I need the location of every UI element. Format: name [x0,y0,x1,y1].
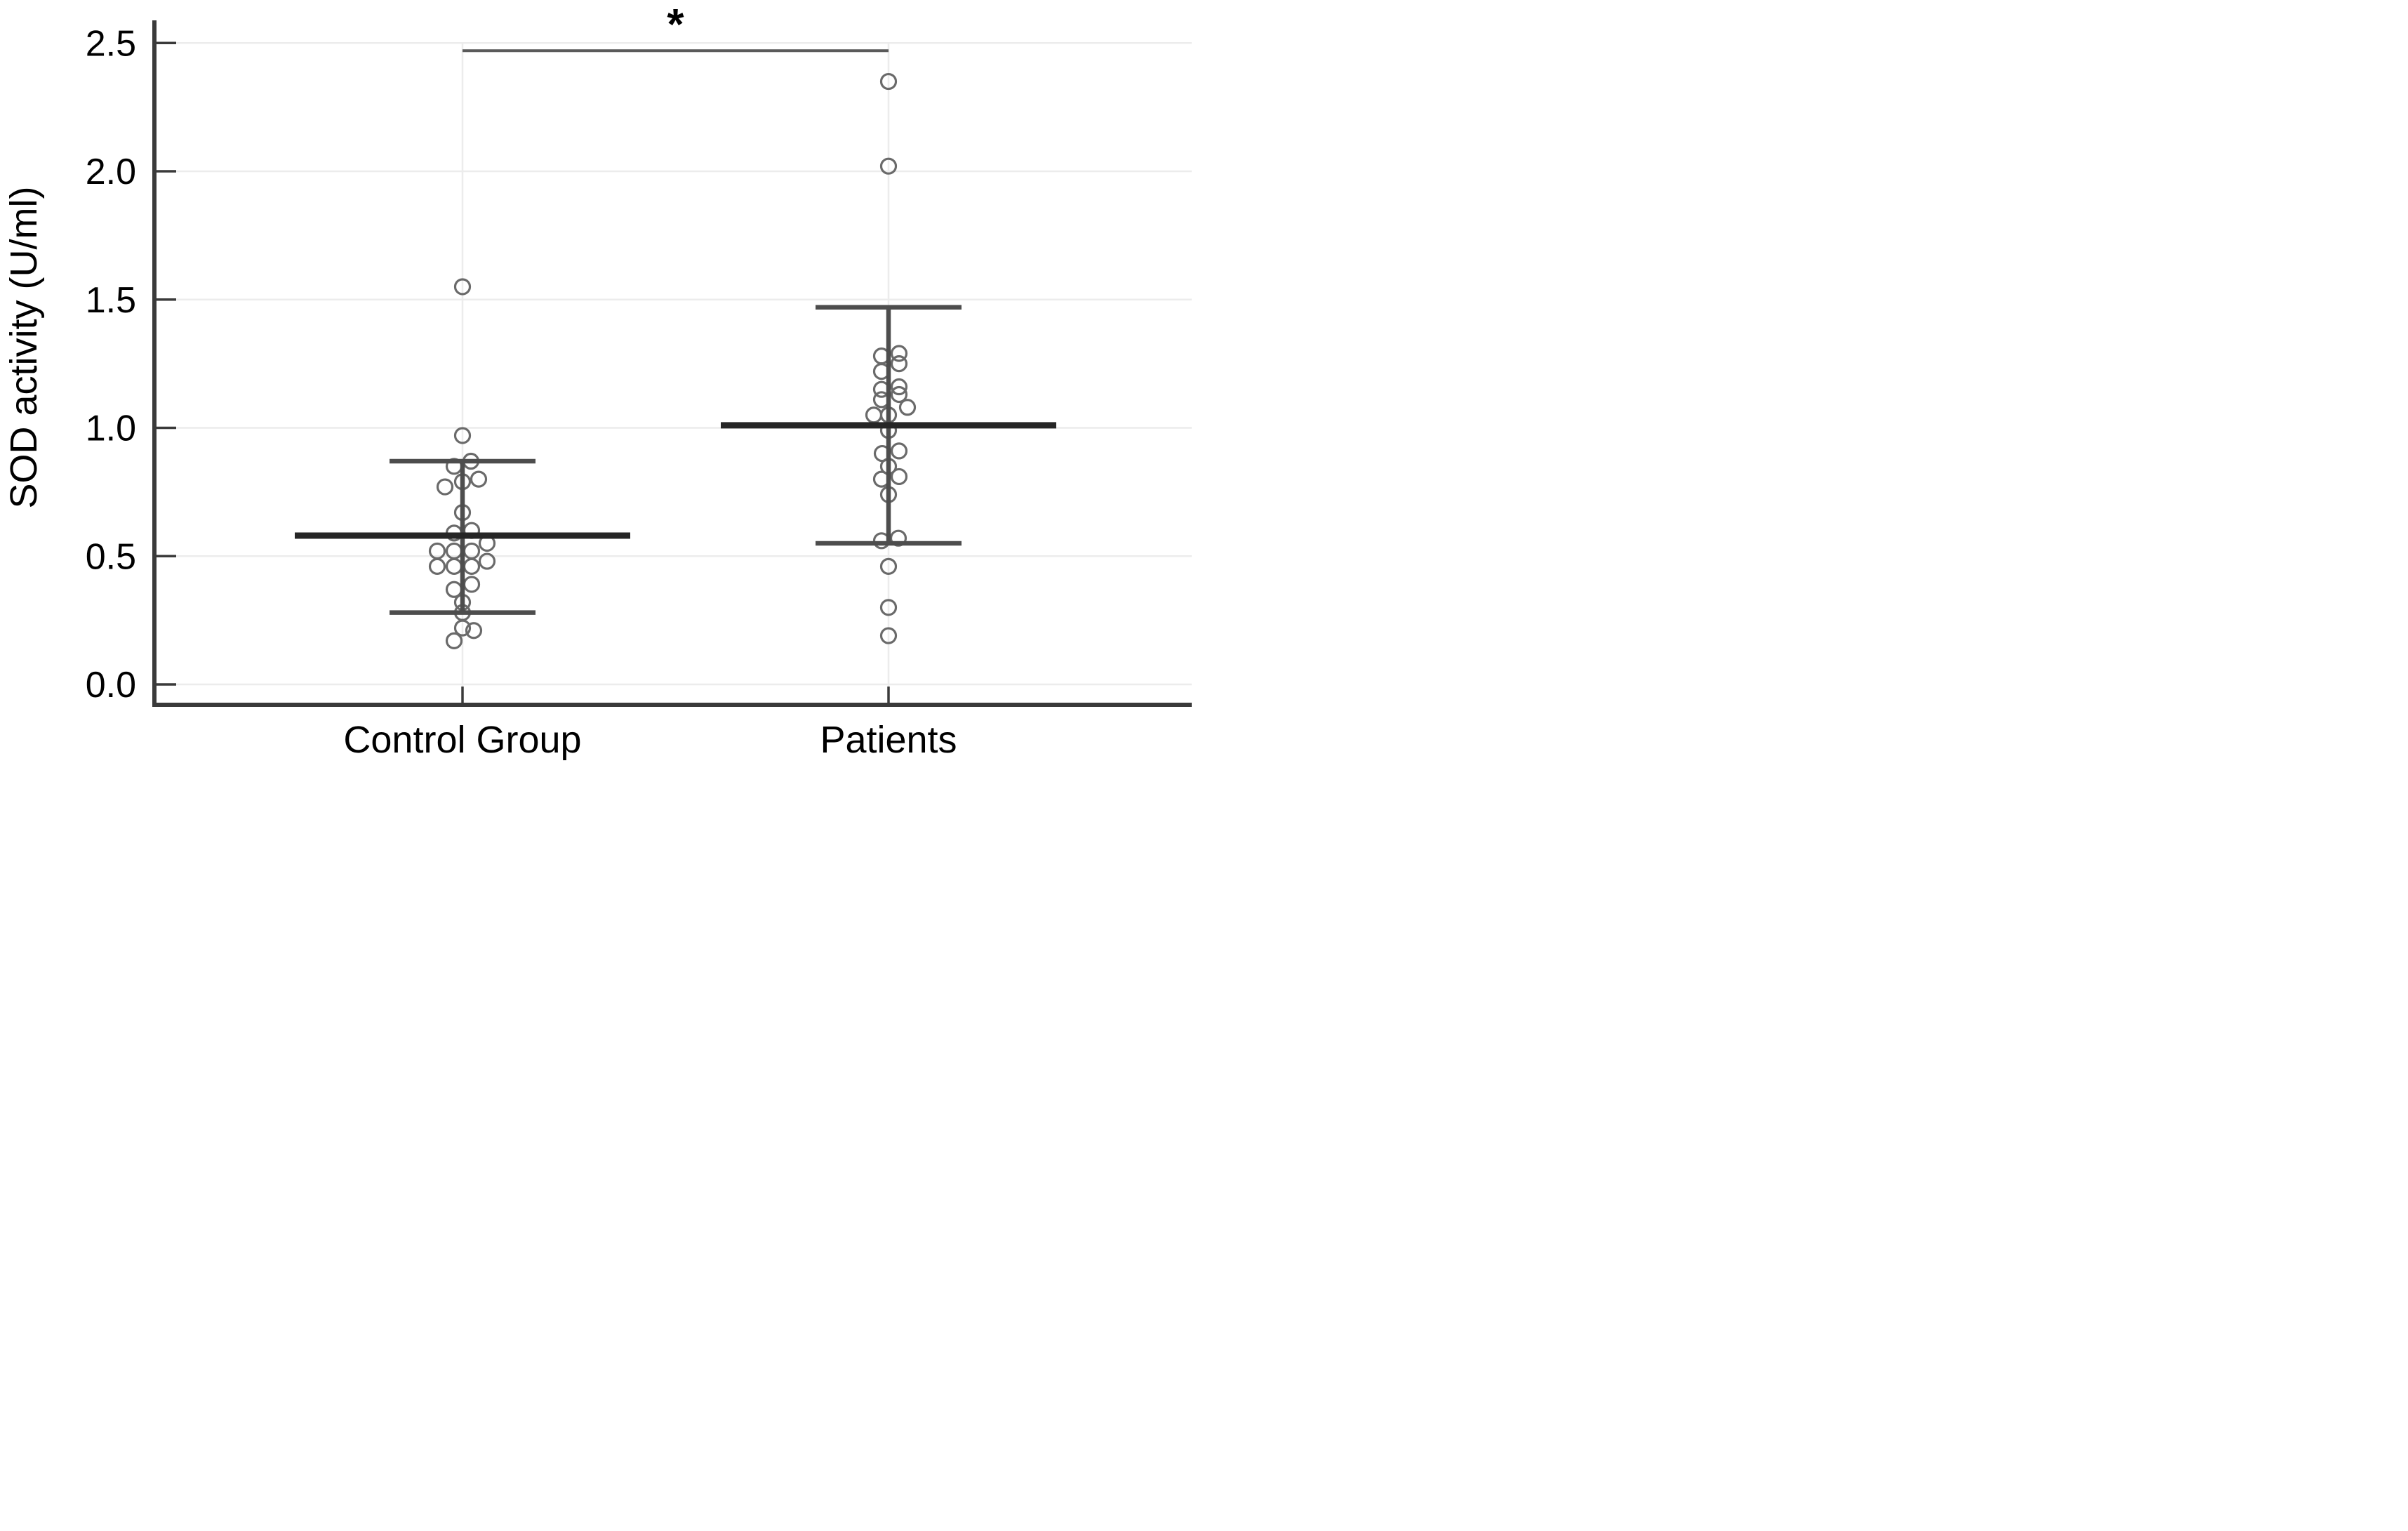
sod-activity-dot-plot: 0.0 0.5 1.0 1.5 2.0 2.5 Control Group Patients S… [0,0,1204,765]
data-point [463,557,481,575]
data-point [865,406,883,424]
x-category-label-patients: Patients [820,719,957,761]
y-tick-label: 0.5 [86,536,136,577]
data-point [890,355,908,373]
y-tick-label: 1.0 [86,409,136,449]
data-point [445,557,463,575]
data-point [453,619,472,637]
data-point [436,478,454,496]
chart-canvas: 0.0 0.5 1.0 1.5 2.0 2.5 Control Group Patients S… [3,1,1192,761]
data-point [879,627,898,644]
data-point [890,442,908,460]
y-tick-label: 2.5 [86,23,136,64]
y-tick-label: 2.0 [86,152,136,192]
data-point [890,378,908,396]
y-axis-title: SOD activity (U/ml) [3,187,45,509]
data-point [890,345,908,362]
data-point [445,632,463,649]
y-tick-label: 0.0 [86,665,136,705]
data-point [428,557,446,575]
data-point [898,399,917,416]
data-point [453,427,472,444]
data-point [470,470,488,488]
data-point [465,622,483,639]
data-point [879,599,898,616]
data-point [478,552,496,570]
data-point [453,278,472,296]
x-category-label-control: Control Group [343,719,581,761]
significance-asterisk: * [667,1,684,49]
data-point [890,385,908,404]
data-point [879,72,898,91]
data-point [890,468,908,486]
data-point [463,576,481,593]
y-tick-label: 1.5 [86,280,136,321]
data-point [879,557,898,575]
data-point [879,157,898,175]
